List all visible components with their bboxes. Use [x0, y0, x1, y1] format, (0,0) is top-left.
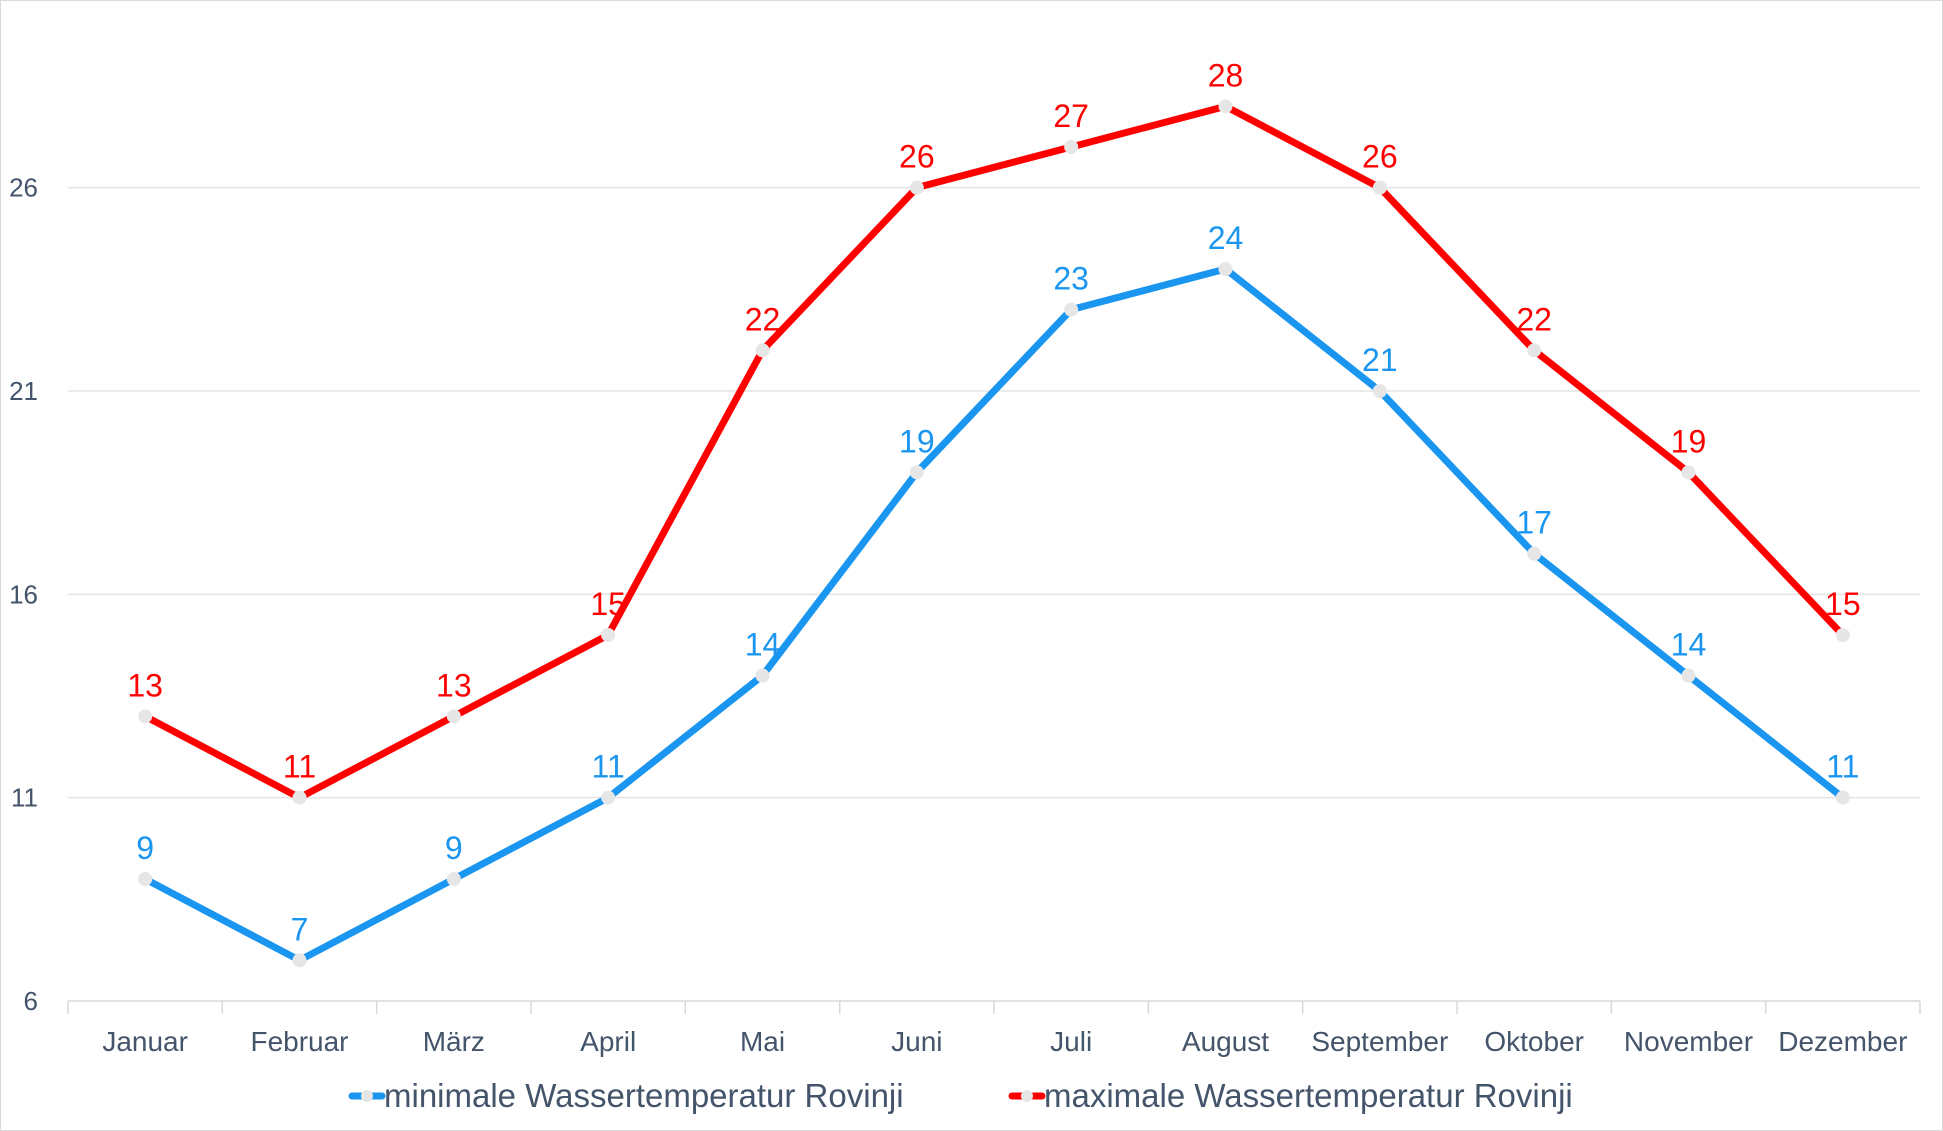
x-tick-label: Mai [740, 1026, 785, 1057]
data-label: 26 [1362, 139, 1398, 175]
legend-swatch-marker [361, 1090, 373, 1102]
data-point [1372, 180, 1387, 195]
data-point [138, 872, 153, 886]
series-line-min [141, 265, 1847, 964]
data-point [909, 180, 924, 195]
data-point [601, 790, 616, 805]
legend-entry: maximale Wassertemperatur Rovinji [1044, 1077, 1573, 1114]
data-labels: 9 7 9 11 14 19 23 24 21 17 14 11 13 11 13 15 22 26 27 28 26 2… [127, 57, 1860, 947]
data-label: 17 [1516, 505, 1552, 541]
data-label: 11 [592, 749, 625, 785]
y-tick-label: 16 [9, 579, 38, 609]
x-tick-label: August [1182, 1026, 1269, 1057]
data-point [1681, 465, 1696, 480]
data-label: 28 [1208, 57, 1244, 93]
x-tick-label: Juni [891, 1026, 942, 1057]
data-point [1064, 302, 1079, 317]
x-axis: Januar Februar März April Mai Juni Juli August S… [67, 1000, 1921, 1057]
data-label: 27 [1053, 98, 1089, 134]
data-point [1835, 790, 1850, 805]
data-label: 15 [1825, 586, 1861, 622]
data-label: 19 [1671, 423, 1707, 459]
data-point [1372, 384, 1387, 398]
data-label: 15 [590, 586, 626, 622]
x-tick-label: Februar [250, 1026, 348, 1057]
x-tick-label: November [1624, 1026, 1753, 1057]
x-tick-label: März [423, 1026, 485, 1057]
data-point [1218, 262, 1233, 276]
data-point [1681, 668, 1696, 683]
data-point [138, 709, 153, 724]
x-tick-label: Juli [1050, 1026, 1092, 1057]
data-point [601, 628, 616, 642]
data-label: 7 [291, 911, 309, 947]
data-point [446, 709, 461, 724]
data-label: 23 [1053, 261, 1089, 297]
data-point [1218, 99, 1233, 114]
data-label: 13 [127, 667, 163, 703]
data-point [292, 790, 307, 805]
data-label: 19 [899, 423, 935, 459]
series-lines [141, 102, 1847, 964]
data-label: 14 [745, 627, 781, 663]
y-axis-tick-labels: 6 11 16 21 26 [9, 173, 38, 1016]
series-line-max [141, 102, 1847, 802]
data-point [909, 465, 924, 480]
data-label: 14 [1671, 627, 1707, 663]
data-label: 9 [136, 830, 154, 866]
data-point [292, 953, 307, 968]
data-label: 9 [445, 830, 463, 866]
data-label: 22 [1516, 301, 1552, 337]
data-points [138, 99, 1850, 968]
data-label: 26 [899, 139, 935, 175]
data-point [755, 668, 770, 683]
data-point [1527, 546, 1542, 561]
data-label: 22 [745, 301, 781, 337]
data-point [1835, 628, 1850, 642]
y-tick-label: 6 [24, 986, 38, 1016]
x-tick-label: Oktober [1484, 1026, 1584, 1057]
y-tick-label: 26 [9, 173, 38, 203]
legend-swatch-marker [1021, 1090, 1033, 1102]
x-tick-label: September [1311, 1026, 1448, 1057]
data-point [446, 872, 461, 886]
x-tick-label: Dezember [1778, 1026, 1907, 1057]
data-point [1527, 343, 1542, 358]
legend: minimale Wassertemperatur Rovinji maximal… [348, 1077, 1573, 1114]
x-tick-label: Januar [102, 1026, 188, 1057]
y-tick-label: 11 [11, 783, 38, 813]
data-label: 11 [283, 749, 316, 785]
data-label: 24 [1208, 220, 1244, 256]
data-label: 13 [436, 667, 472, 703]
y-tick-label: 21 [9, 376, 38, 406]
data-point [755, 343, 770, 358]
data-label: 11 [1826, 749, 1859, 785]
legend-entry: minimale Wassertemperatur Rovinji [384, 1077, 904, 1114]
x-tick-label: April [580, 1026, 636, 1057]
data-label: 21 [1362, 342, 1398, 378]
data-point [1064, 140, 1079, 154]
